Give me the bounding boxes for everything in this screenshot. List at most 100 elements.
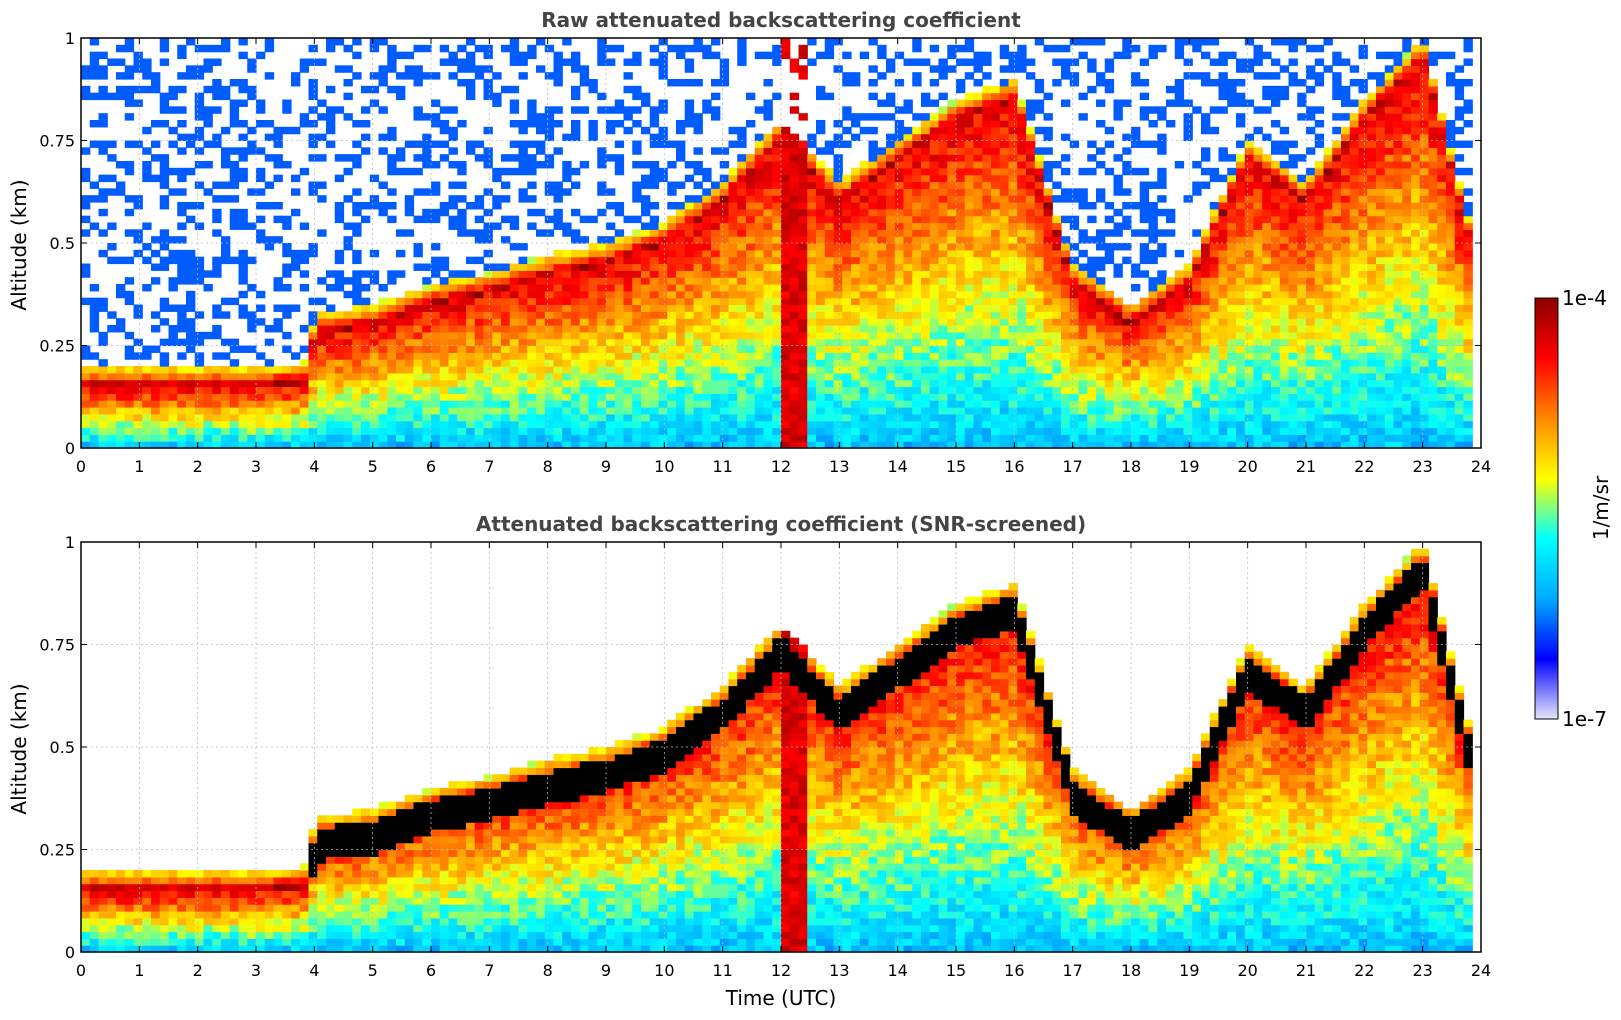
heatmap-cell bbox=[457, 290, 467, 299]
heatmap-cell bbox=[492, 393, 502, 401]
heatmap-cell bbox=[859, 277, 870, 285]
heatmap-cell bbox=[124, 140, 135, 148]
heatmap-cell bbox=[116, 44, 126, 53]
heatmap-cell bbox=[973, 400, 983, 408]
heatmap-cell bbox=[912, 202, 922, 210]
heatmap-cell bbox=[824, 147, 835, 155]
heatmap-cell bbox=[807, 366, 817, 374]
heatmap-cell bbox=[772, 311, 782, 319]
heatmap-cell bbox=[641, 161, 651, 169]
heatmap-cell bbox=[667, 229, 677, 237]
heatmap-cell bbox=[754, 106, 765, 114]
heatmap-cell bbox=[1034, 256, 1045, 265]
heatmap-cell bbox=[719, 345, 730, 353]
heatmap-cell bbox=[352, 386, 362, 394]
heatmap-cell bbox=[159, 58, 170, 66]
heatmap-cell bbox=[894, 79, 905, 87]
heatmap-cell bbox=[509, 366, 520, 374]
heatmap-cell bbox=[641, 359, 651, 367]
heatmap-cell bbox=[326, 325, 336, 333]
heatmap-cell bbox=[1122, 441, 1132, 449]
heatmap-cell bbox=[466, 427, 476, 435]
heatmap-cell bbox=[571, 331, 581, 340]
heatmap-cell bbox=[317, 331, 327, 340]
heatmap-cell bbox=[343, 379, 353, 388]
heatmap-cell bbox=[684, 359, 695, 367]
heatmap-cell bbox=[1008, 243, 1018, 251]
heatmap-cell bbox=[684, 161, 695, 169]
heatmap-cell bbox=[457, 311, 467, 319]
heatmap-cell bbox=[693, 270, 703, 278]
heatmap-cell bbox=[737, 325, 747, 333]
heatmap-cell bbox=[352, 249, 362, 258]
heatmap-cell bbox=[448, 386, 458, 394]
heatmap-cell bbox=[1008, 181, 1018, 189]
heatmap-cell bbox=[921, 249, 931, 258]
heatmap-cell bbox=[1008, 133, 1018, 142]
heatmap-cell bbox=[177, 147, 187, 155]
heatmap-cell bbox=[719, 229, 730, 237]
heatmap-cell bbox=[938, 318, 948, 326]
heatmap-cell bbox=[789, 393, 800, 401]
heatmap-cell bbox=[807, 400, 817, 408]
heatmap-cell bbox=[457, 270, 467, 278]
heatmap-cell bbox=[1026, 99, 1036, 107]
heatmap-cell bbox=[439, 277, 450, 285]
heatmap-cell bbox=[947, 181, 957, 189]
heatmap-cell bbox=[308, 318, 318, 326]
heatmap-cell bbox=[597, 58, 607, 66]
heatmap-cell bbox=[159, 229, 170, 237]
heatmap-cell bbox=[693, 338, 703, 347]
heatmap-cell bbox=[746, 311, 756, 319]
heatmap-cell bbox=[352, 338, 362, 347]
heatmap-cell bbox=[387, 331, 397, 340]
heatmap-cell bbox=[772, 58, 782, 66]
heatmap-cell bbox=[518, 379, 528, 388]
heatmap-cell bbox=[676, 270, 686, 278]
heatmap-cell bbox=[641, 441, 651, 449]
heatmap-cell bbox=[676, 386, 686, 394]
heatmap-cell bbox=[597, 372, 607, 381]
heatmap-cell bbox=[772, 325, 782, 333]
heatmap-cell bbox=[894, 345, 905, 353]
heatmap-cell bbox=[1078, 195, 1088, 203]
heatmap-cell bbox=[439, 441, 450, 449]
heatmap-cell bbox=[387, 325, 397, 333]
heatmap-cell bbox=[658, 372, 668, 381]
heatmap-cell bbox=[938, 229, 948, 237]
heatmap-cell bbox=[816, 441, 826, 449]
heatmap-cell bbox=[999, 427, 1010, 435]
heatmap-cell bbox=[711, 188, 721, 196]
heatmap-cell bbox=[894, 304, 905, 312]
heatmap-cell bbox=[579, 352, 590, 360]
heatmap-cell bbox=[833, 427, 843, 435]
heatmap-cell bbox=[1043, 366, 1053, 374]
heatmap-cell bbox=[562, 58, 572, 66]
heatmap-cell bbox=[693, 420, 703, 429]
heatmap-cell bbox=[1026, 393, 1036, 401]
heatmap-cell bbox=[536, 407, 546, 415]
heatmap-cell bbox=[903, 106, 913, 114]
heatmap-cell bbox=[964, 140, 975, 148]
heatmap-cell bbox=[702, 427, 712, 435]
heatmap-cell bbox=[291, 393, 301, 401]
heatmap-cell bbox=[562, 263, 572, 271]
heatmap-cell bbox=[746, 181, 756, 189]
heatmap-cell bbox=[509, 372, 520, 381]
heatmap-cell bbox=[518, 311, 528, 319]
heatmap-cell bbox=[396, 427, 406, 435]
heatmap-cell bbox=[1113, 325, 1123, 333]
heatmap-cell bbox=[299, 413, 310, 422]
heatmap-cell bbox=[1139, 420, 1150, 429]
heatmap-cell bbox=[746, 352, 756, 360]
heatmap-cell bbox=[1043, 202, 1053, 210]
heatmap-cell bbox=[649, 120, 660, 128]
heatmap-cell bbox=[737, 441, 747, 449]
heatmap-cell bbox=[1078, 290, 1088, 299]
heatmap-cell bbox=[956, 379, 966, 388]
heatmap-cell bbox=[1034, 38, 1045, 46]
heatmap-cell bbox=[886, 277, 896, 285]
heatmap-cell bbox=[457, 400, 467, 408]
heatmap-cell bbox=[711, 181, 721, 189]
heatmap-cell bbox=[168, 92, 178, 101]
